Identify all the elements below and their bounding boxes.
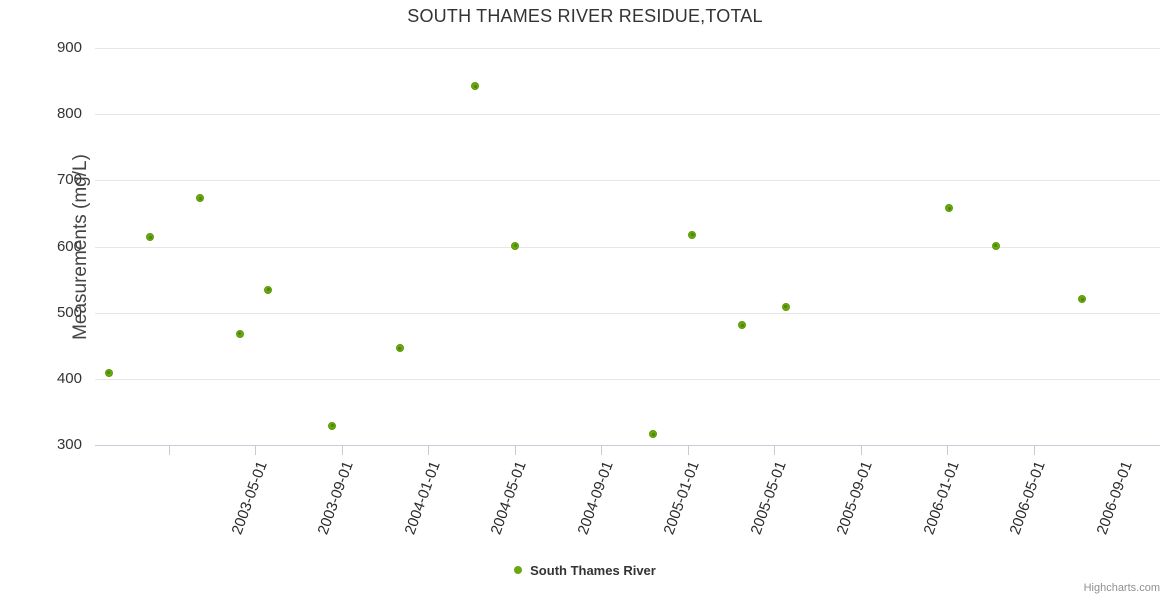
data-point[interactable] — [471, 82, 480, 91]
plot-area: 900 800 700 600 500 400 300 Measurements (mg/L… — [57, 39, 1160, 453]
gridline — [95, 246, 1160, 248]
x-axis-tick-label: 2005-01-01 — [660, 459, 703, 537]
chart-title: SOUTH THAMES RIVER RESIDUE,TOTAL — [407, 6, 763, 26]
x-axis-tick-mark — [687, 446, 689, 455]
x-axis-tick-label: 2006-09-01 — [1092, 459, 1136, 537]
x-axis-tick-label: 2006-01-01 — [919, 459, 963, 537]
x-axis-tick-mark — [255, 446, 256, 455]
x-axis-tick-label: 2003-05-01 — [227, 459, 271, 537]
x-axis-tick-label: 2005-09-01 — [833, 459, 876, 537]
y-axis-tick-label: 600 — [56, 237, 82, 255]
legend-items-group: South Thames River — [514, 561, 656, 579]
legend-marker-icon — [514, 566, 523, 574]
y-axis-tick-label: 800 — [56, 105, 82, 123]
x-axis-tick-mark — [428, 446, 429, 455]
data-point[interactable] — [649, 430, 658, 439]
gridline — [95, 378, 1160, 380]
data-point[interactable] — [235, 329, 244, 338]
x-axis-tick-label: 2004-01-01 — [400, 459, 444, 537]
data-point[interactable] — [511, 241, 520, 250]
x-axis-tick-mark — [860, 446, 862, 455]
data-point[interactable] — [1078, 295, 1087, 304]
data-point[interactable] — [688, 230, 697, 239]
x-axis-tick-label: 2004-09-01 — [573, 459, 617, 537]
data-point[interactable] — [104, 368, 113, 377]
data-point[interactable] — [146, 233, 155, 242]
x-axis-tick-label: 2004-05-01 — [487, 459, 530, 537]
y-axis-title: Measurements (mg/L) — [70, 154, 91, 340]
x-axis-tick-mark — [947, 446, 948, 455]
x-axis-line — [95, 445, 1160, 446]
gridline — [95, 48, 1160, 49]
x-axis-tick-label: 2003-09-01 — [314, 459, 357, 537]
gridline — [95, 180, 1160, 182]
y-axis-tick-label: 300 — [56, 436, 82, 453]
y-axis-tick-label: 700 — [56, 171, 82, 189]
gridline — [95, 312, 1160, 314]
x-axis-tick-mark — [774, 446, 775, 455]
x-axis-tick-mark — [341, 446, 343, 455]
x-axis-tick-mark — [1033, 446, 1035, 455]
x-axis-tick-mark — [168, 446, 170, 455]
data-point[interactable] — [196, 194, 205, 203]
legend-item-label: South Thames River — [530, 562, 656, 578]
data-point[interactable] — [945, 204, 954, 213]
y-axis-tick-label: 500 — [56, 303, 82, 321]
x-axis-tick-mark — [601, 446, 602, 455]
y-axis-tick-label: 900 — [56, 39, 82, 56]
data-point[interactable] — [328, 421, 337, 430]
data-point[interactable] — [264, 285, 273, 294]
chart-legend: South Thames River — [0, 561, 1170, 579]
x-axis-tick-label: 2006-05-01 — [1006, 459, 1049, 537]
y-axis-tick-label: 400 — [56, 369, 82, 387]
legend-item[interactable]: South Thames River — [514, 563, 656, 578]
gridline — [95, 114, 1160, 116]
data-point[interactable] — [738, 321, 747, 330]
x-axis-tick-label: 2005-05-01 — [746, 459, 790, 537]
x-axis-tick-mark — [514, 446, 516, 455]
data-point[interactable] — [781, 302, 790, 311]
data-point[interactable] — [395, 344, 404, 353]
data-point[interactable] — [991, 241, 1000, 250]
highcharts-credits-link[interactable]: Highcharts.com — [1083, 582, 1160, 594]
